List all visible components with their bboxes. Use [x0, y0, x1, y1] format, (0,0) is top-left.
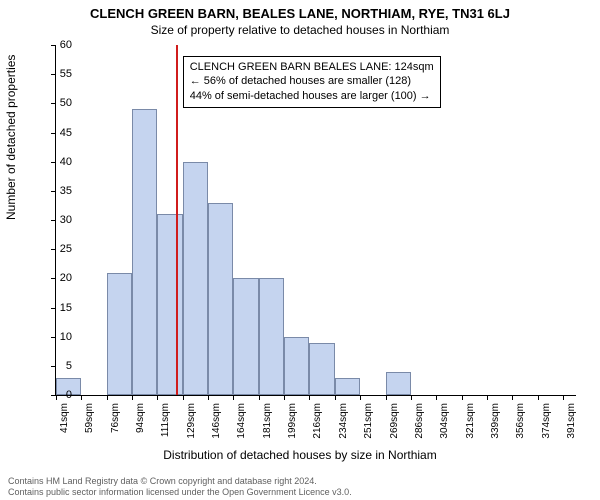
y-tick-label: 55: [47, 68, 72, 80]
x-tick-label: 164sqm: [236, 403, 247, 439]
y-tick-label: 25: [47, 243, 72, 255]
x-tick: [309, 395, 310, 400]
histogram-bar: [284, 337, 309, 395]
x-tick-label: 181sqm: [262, 403, 273, 439]
x-tick: [81, 395, 82, 400]
x-tick: [563, 395, 564, 400]
x-tick-label: 356sqm: [515, 403, 526, 439]
y-tick-label: 45: [47, 127, 72, 139]
annotation-box: CLENCH GREEN BARN BEALES LANE: 124sqm← 5…: [183, 56, 441, 109]
x-tick: [335, 395, 336, 400]
y-tick-label: 15: [47, 302, 72, 314]
x-tick: [208, 395, 209, 400]
x-tick: [107, 395, 108, 400]
chart-title: CLENCH GREEN BARN, BEALES LANE, NORTHIAM…: [0, 0, 600, 21]
x-tick: [538, 395, 539, 400]
x-tick-label: 146sqm: [211, 403, 222, 439]
y-tick-label: 10: [47, 331, 72, 343]
reference-line: [176, 45, 178, 395]
histogram-bar: [107, 273, 132, 396]
x-tick-label: 391sqm: [566, 403, 577, 439]
histogram-bar: [233, 278, 258, 395]
x-tick: [386, 395, 387, 400]
histogram-bar: [309, 343, 334, 396]
y-axis-label: Number of detached properties: [4, 55, 18, 220]
histogram-bar: [259, 278, 284, 395]
x-tick: [259, 395, 260, 400]
x-axis-label: Distribution of detached houses by size …: [0, 448, 600, 462]
y-tick-label: 60: [47, 39, 72, 51]
histogram-bar: [208, 203, 233, 396]
x-tick-label: 321sqm: [465, 403, 476, 439]
x-tick-label: 269sqm: [389, 403, 400, 439]
x-tick-label: 94sqm: [135, 403, 146, 433]
x-tick: [436, 395, 437, 400]
chart-subtitle: Size of property relative to detached ho…: [0, 21, 600, 37]
y-tick-label: 20: [47, 272, 72, 284]
y-tick-label: 35: [47, 185, 72, 197]
x-tick: [411, 395, 412, 400]
y-tick-label: 0: [47, 389, 72, 401]
y-tick-label: 30: [47, 214, 72, 226]
x-tick-label: 41sqm: [59, 403, 70, 433]
annotation-line: ← 56% of detached houses are smaller (12…: [190, 74, 434, 89]
x-tick-label: 111sqm: [160, 403, 171, 437]
x-tick: [462, 395, 463, 400]
x-tick-label: 286sqm: [414, 403, 425, 439]
y-tick-label: 40: [47, 156, 72, 168]
x-tick-label: 234sqm: [338, 403, 349, 439]
histogram-bar: [335, 378, 360, 396]
x-tick-label: 374sqm: [541, 403, 552, 439]
x-tick: [487, 395, 488, 400]
x-tick: [284, 395, 285, 400]
x-tick-label: 251sqm: [363, 403, 374, 439]
x-tick: [512, 395, 513, 400]
plot-area: CLENCH GREEN BARN BEALES LANE: 124sqm← 5…: [55, 45, 576, 396]
x-tick-label: 199sqm: [287, 403, 298, 439]
histogram-bar: [132, 109, 157, 395]
histogram-bar: [386, 372, 411, 395]
histogram-bar: [183, 162, 208, 395]
chart-container: CLENCH GREEN BARN, BEALES LANE, NORTHIAM…: [0, 0, 600, 500]
x-tick-label: 59sqm: [84, 403, 95, 433]
footer-attribution: Contains HM Land Registry data © Crown c…: [8, 476, 592, 499]
x-tick-label: 129sqm: [186, 403, 197, 439]
x-tick-label: 339sqm: [490, 403, 501, 439]
x-tick-label: 304sqm: [439, 403, 450, 439]
x-tick: [132, 395, 133, 400]
annotation-line: CLENCH GREEN BARN BEALES LANE: 124sqm: [190, 60, 434, 75]
y-tick-label: 5: [47, 360, 72, 372]
x-tick-label: 216sqm: [312, 403, 323, 439]
histogram-bar: [157, 214, 182, 395]
annotation-line: 44% of semi-detached houses are larger (…: [190, 89, 434, 104]
x-tick-label: 76sqm: [110, 403, 121, 433]
y-tick-label: 50: [47, 97, 72, 109]
x-tick: [183, 395, 184, 400]
x-tick: [233, 395, 234, 400]
footer-line-2: Contains public sector information licen…: [8, 487, 592, 498]
footer-line-1: Contains HM Land Registry data © Crown c…: [8, 476, 592, 487]
x-tick: [157, 395, 158, 400]
x-tick: [360, 395, 361, 400]
